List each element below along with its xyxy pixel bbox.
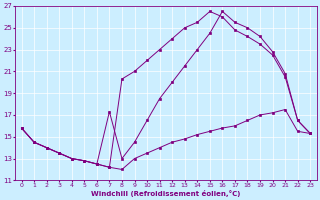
- X-axis label: Windchill (Refroidissement éolien,°C): Windchill (Refroidissement éolien,°C): [91, 190, 241, 197]
